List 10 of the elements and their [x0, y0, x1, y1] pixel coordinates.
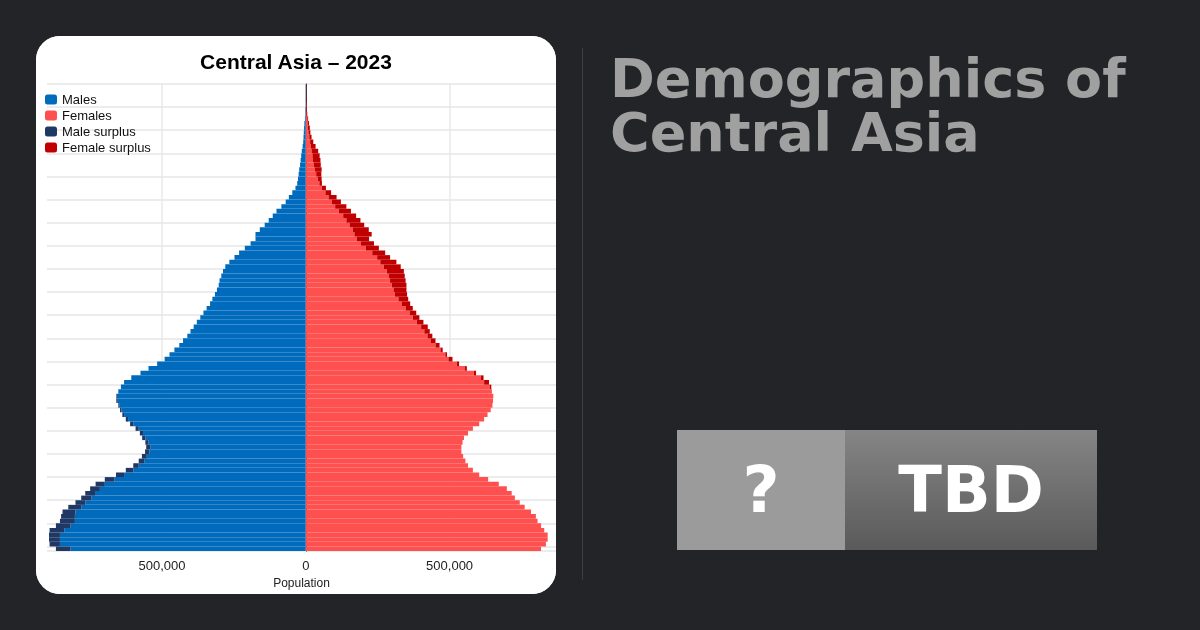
legend-label: Male surplus	[62, 124, 137, 139]
legend-label: Males	[62, 92, 98, 107]
x-tick-label: 500,000	[138, 558, 186, 574]
x-tick-label: 500,000	[426, 558, 474, 574]
chart-title: Central Asia – 2023	[200, 50, 392, 73]
text: Demographics of Central Asia	[610, 47, 1128, 164]
x-tick-label: 0	[302, 558, 310, 574]
x-axis-title: Population	[273, 576, 330, 590]
legend-label: Female surplus	[62, 140, 152, 155]
legend-label: Females	[62, 108, 113, 123]
